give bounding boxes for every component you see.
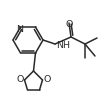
Text: NH: NH [56,40,70,50]
Text: N: N [16,25,23,34]
Text: O: O [16,76,24,84]
Text: O: O [44,76,51,84]
Text: O: O [65,20,73,29]
